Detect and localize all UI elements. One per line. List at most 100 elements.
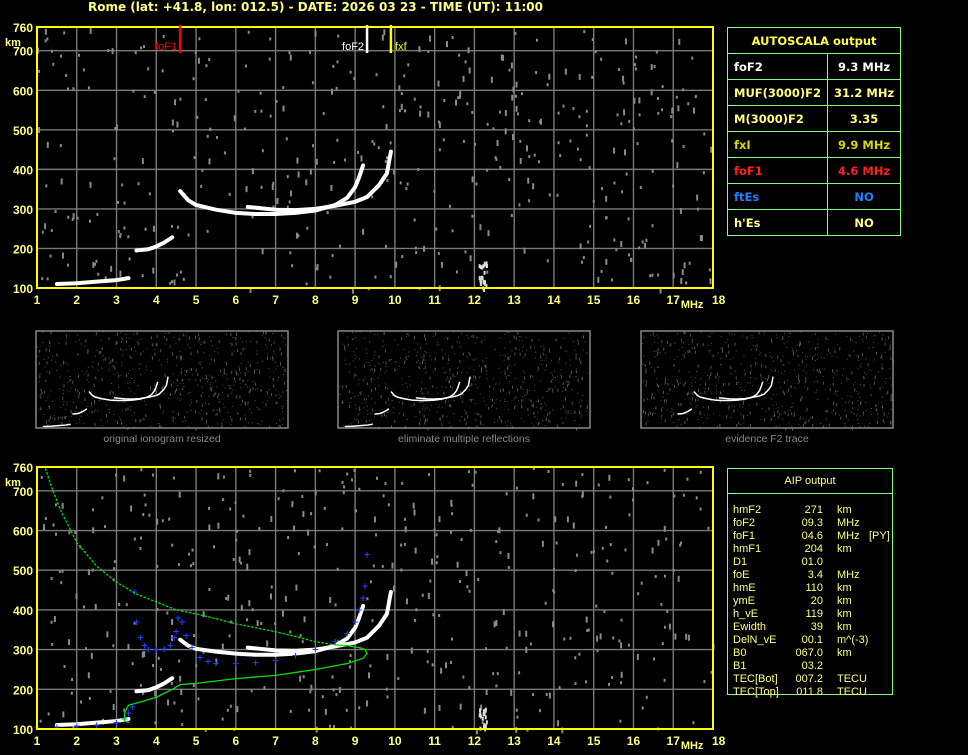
noise-dot [515, 708, 518, 712]
noise-dot [279, 424, 281, 428]
noise-dot [121, 362, 123, 364]
noise-dot [413, 97, 416, 101]
noise-dot [256, 350, 258, 352]
noise-dot [448, 358, 450, 362]
aip-point-marker: + [363, 550, 371, 560]
noise-dot [181, 378, 183, 382]
noise-dot [39, 375, 41, 379]
noise-dot [140, 46, 143, 50]
noise-dot [322, 112, 325, 116]
noise-dot [560, 408, 562, 410]
noise-dot [229, 418, 231, 420]
noise-dot [71, 217, 74, 221]
noise-dot [722, 383, 724, 387]
noise-dot [129, 382, 131, 384]
noise-dot [256, 353, 258, 355]
noise-dot [58, 416, 60, 420]
noise-dot [679, 541, 682, 545]
aip-param-name: DelN_vE [733, 634, 777, 646]
autoscala-row-hes: h'Es NO [726, 209, 902, 236]
noise-dot [533, 153, 536, 157]
noise-dot [720, 364, 722, 366]
thumbnail-frame [337, 330, 591, 429]
noise-dot [405, 355, 407, 359]
noise-dot [859, 397, 861, 399]
noise-dot [163, 393, 165, 395]
noise-dot [436, 387, 438, 389]
noise-dot [201, 417, 203, 421]
noise-dot [685, 633, 688, 640]
noise-dot [885, 339, 887, 341]
trace-echo-F2-x [415, 376, 471, 400]
noise-dot [156, 390, 158, 394]
noise-dot [114, 127, 117, 131]
noise-dot [753, 344, 755, 346]
noise-dot [288, 200, 291, 204]
noise-dot [682, 342, 684, 344]
noise-dot [368, 419, 370, 421]
noise-dot [870, 369, 872, 371]
noise-dot [92, 261, 95, 268]
aip-point-marker: + [212, 660, 220, 670]
noise-dot [867, 426, 869, 428]
noise-dot [495, 619, 498, 626]
noise-dot [186, 370, 188, 372]
noise-dot [798, 364, 800, 366]
noise-dot [479, 281, 482, 286]
noise-dot [700, 410, 702, 412]
noise-dot [166, 361, 168, 363]
aip-point-marker: + [129, 703, 137, 713]
noise-dot [100, 350, 102, 354]
noise-dot [677, 575, 680, 582]
noise-dot [116, 332, 118, 336]
noise-dot [217, 522, 220, 529]
noise-dot [46, 37, 49, 41]
noise-dot [286, 354, 288, 356]
noise-dot [769, 351, 771, 353]
noise-dot [79, 700, 82, 704]
noise-dot [129, 338, 131, 340]
noise-dot [190, 409, 192, 411]
noise-dot [270, 585, 273, 589]
noise-dot [338, 244, 341, 248]
noise-dot [451, 512, 454, 516]
noise-dot [511, 134, 514, 141]
noise-dot [857, 355, 859, 359]
aip-param-unit: km [837, 543, 852, 555]
noise-dot [382, 494, 385, 498]
noise-dot [190, 352, 192, 356]
trace-echo-E [54, 717, 131, 728]
noise-dot [51, 642, 54, 646]
noise-dot [825, 418, 827, 420]
aip-point-marker: + [174, 614, 182, 624]
noise-dot [480, 415, 482, 419]
noise-dot [518, 203, 521, 207]
noise-dot [835, 374, 837, 376]
noise-dot [198, 337, 200, 341]
noise-dot [867, 363, 869, 367]
autoscala-value: 4.6 MHz [827, 157, 902, 184]
trace-echo-E [54, 276, 131, 287]
noise-dot [537, 422, 539, 426]
noise-dot [331, 254, 334, 258]
noise-dot [249, 365, 251, 367]
noise-dot [49, 254, 52, 258]
noise-dot [478, 414, 480, 416]
noise-dot [462, 401, 464, 403]
noise-dot [421, 392, 423, 394]
noise-dot [277, 497, 280, 501]
noise-dot [862, 415, 864, 417]
noise-dot [259, 423, 261, 425]
noise-dot [128, 257, 131, 261]
noise-dot [710, 392, 712, 394]
noise-dot [805, 358, 807, 360]
noise-dot [208, 524, 211, 531]
noise-dot [675, 95, 678, 99]
noise-dot [487, 230, 490, 237]
noise-dot [340, 394, 342, 396]
noise-dot [44, 517, 47, 521]
noise-dot [794, 387, 796, 389]
noise-dot [377, 333, 379, 335]
noise-dot [223, 407, 225, 409]
noise-dot [773, 413, 775, 417]
